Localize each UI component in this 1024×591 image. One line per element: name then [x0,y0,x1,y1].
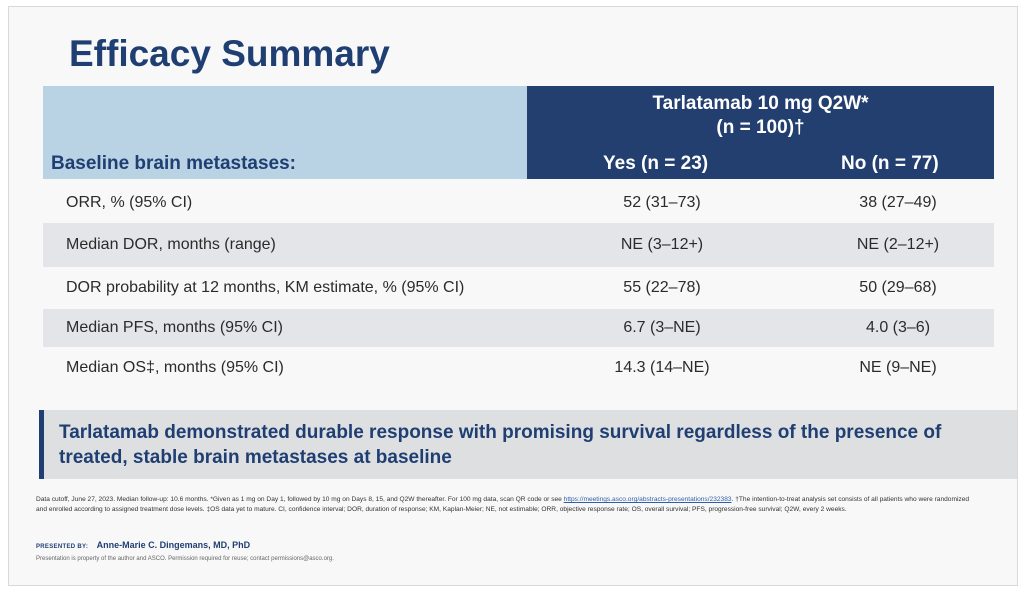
value-no: NE (2–12+) [856,236,940,253]
table-row: Median OS‡, months (95% CI) 14.3 (14–NE)… [43,347,994,389]
footnote-text: Data cutoff, June 27, 2023. Median follo… [36,496,564,503]
presenter-line: PRESENTED BY: Anne-Marie C. Dingemans, M… [36,540,250,550]
table-header-left: Baseline brain metastases: [43,86,527,179]
column-header-yes: Yes (n = 23) [603,153,709,174]
value-yes: 14.3 (14–NE) [614,359,710,376]
value-yes: 52 (31–73) [623,194,701,211]
slide: Efficacy Summary Baseline brain metastas… [8,6,1018,586]
row-label: Median PFS, months (95% CI) [66,319,283,336]
table-row: ORR, % (95% CI) 52 (31–73) 38 (27–49) [43,183,994,223]
table-header-right: Tarlatamab 10 mg Q2W* (n = 100)† Yes (n … [527,86,994,179]
slide-title: Efficacy Summary [69,33,390,74]
presenter-name: Anne-Marie C. Dingemans, MD, PhD [96,540,251,550]
drug-header-line1: Tarlatamab 10 mg Q2W* [652,93,869,114]
presented-by-tag: PRESENTED BY: [36,544,89,550]
value-yes: 55 (22–78) [623,279,701,296]
value-no: 38 (27–49) [859,194,937,211]
table-row: Median PFS, months (95% CI) 6.7 (3–NE) 4… [43,309,994,347]
value-no: 50 (29–68) [859,279,937,296]
row-label: ORR, % (95% CI) [66,194,193,211]
table-row: Median DOR, months (range) NE (3–12+) NE… [43,223,994,267]
conclusion-text: Tarlatamab demonstrated durable response… [59,422,942,468]
drug-header: Tarlatamab 10 mg Q2W* (n = 100)† [527,92,994,140]
column-header-no: No (n = 77) [841,153,939,174]
abstract-link[interactable]: https://meetings.asco.org/abstracts-pres… [563,496,732,503]
rights-notice: Presentation is property of the author a… [36,556,334,562]
row-label: Median OS‡, months (95% CI) [66,359,284,376]
row-label: Median DOR, months (range) [66,236,276,253]
value-no: 4.0 (3–6) [865,319,931,336]
footnote-text-continued: . †The intention-to-treat analysis set c… [36,496,970,513]
value-yes: 6.7 (3–NE) [623,319,701,336]
value-no: NE (9–NE) [859,359,937,376]
table-row: DOR probability at 12 months, KM estimat… [43,267,994,309]
row-label: DOR probability at 12 months, KM estimat… [66,279,465,296]
drug-header-line2: (n = 100)† [716,117,805,138]
row-header-label: Baseline brain metastases: [51,153,297,174]
footnote: Data cutoff, June 27, 2023. Median follo… [36,495,981,514]
conclusion-callout: Tarlatamab demonstrated durable response… [39,410,1017,479]
value-yes: NE (3–12+) [620,236,704,253]
